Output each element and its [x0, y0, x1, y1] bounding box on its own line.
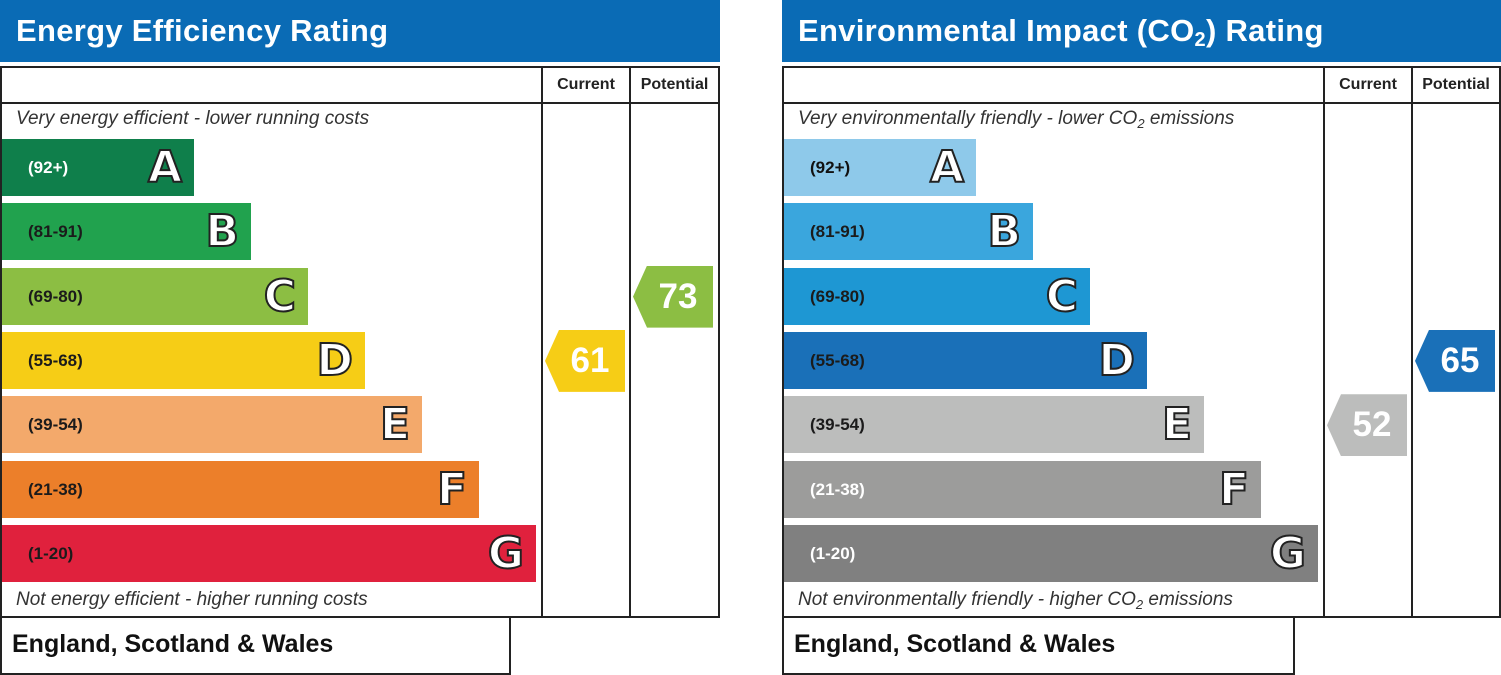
- bottom-caption-main: Not environmentally friendly - higher CO: [798, 589, 1136, 610]
- title-main: Environmental Impact (CO: [798, 13, 1195, 48]
- top-caption: Very environmentally friendly - lower CO…: [798, 108, 1234, 130]
- band-letter: C: [1045, 270, 1079, 323]
- column-divider: [541, 68, 543, 616]
- current-column-header: Current: [1339, 76, 1397, 93]
- band-letter: A: [147, 141, 183, 194]
- top-caption-main: Very environmentally friendly - lower CO: [798, 108, 1138, 129]
- band-range-label: (69-80): [810, 286, 865, 306]
- band-b: (81-91) B: [2, 203, 251, 261]
- column-divider: [629, 68, 631, 616]
- potential-rating-arrow: 73: [633, 265, 713, 328]
- bottom-caption: Not environmentally friendly - higher CO…: [798, 589, 1233, 611]
- band-letter: D: [1097, 334, 1136, 387]
- potential-column-header: Potential: [1422, 76, 1490, 93]
- title-tail: ) Rating: [1205, 13, 1324, 48]
- band-f: (21-38) F: [784, 460, 1261, 518]
- band-c: (69-80) C: [784, 267, 1090, 325]
- band-b: (81-91) B: [784, 203, 1033, 261]
- band-range-label: (69-80): [28, 286, 83, 306]
- band-letter: F: [436, 463, 468, 516]
- header-divider: [784, 102, 1499, 104]
- environmental-impact-panel: Environmental Impact (CO2) Rating Curren…: [782, 0, 1501, 675]
- energy-efficiency-panel: Energy Efficiency Rating Current Potenti…: [0, 0, 720, 675]
- band-range-label: (1-20): [28, 543, 74, 563]
- band-range-label: (92+): [810, 158, 851, 177]
- band-d: (55-68) D: [784, 331, 1147, 389]
- band-g: (1-20) G: [784, 524, 1318, 582]
- band-range-label: (21-38): [28, 479, 83, 499]
- title-subscript: 2: [1194, 29, 1206, 51]
- band-g: (1-20) G: [2, 524, 536, 582]
- band-range-label: (39-54): [810, 415, 865, 435]
- band-letter: A: [929, 141, 965, 194]
- band-letter: G: [487, 527, 525, 580]
- top-caption-tail: emissions: [1144, 108, 1235, 129]
- band-range-label: (55-68): [28, 350, 83, 370]
- band-letter: D: [315, 334, 354, 387]
- band-range-label: (81-91): [28, 222, 83, 242]
- band-range-label: (55-68): [810, 350, 865, 370]
- column-divider: [1323, 68, 1325, 616]
- top-caption: Very energy efficient - lower running co…: [16, 108, 370, 129]
- band-e: (39-54) E: [784, 396, 1204, 454]
- band-letter: B: [204, 205, 240, 258]
- energy-efficiency-grid: Current Potential Very energy efficient …: [0, 66, 720, 618]
- current-rating-arrow: 61: [545, 329, 625, 392]
- current-rating-arrow: 52: [1327, 394, 1407, 457]
- column-divider: [1411, 68, 1413, 616]
- current-column-header: Current: [557, 76, 615, 93]
- region-footer: England, Scotland & Wales: [782, 618, 1295, 675]
- band-range-label: (1-20): [810, 543, 856, 563]
- band-f: (21-38) F: [2, 460, 479, 518]
- band-letter: E: [379, 398, 411, 451]
- bottom-caption-subscript: 2: [1135, 597, 1144, 612]
- band-letter: G: [1269, 527, 1307, 580]
- bottom-caption: Not energy efficient - higher running co…: [16, 589, 368, 610]
- band-letter: B: [986, 205, 1022, 258]
- band-c: (69-80) C: [2, 267, 308, 325]
- region-footer: England, Scotland & Wales: [0, 618, 511, 675]
- band-e: (39-54) E: [2, 396, 422, 454]
- band-d: (55-68) D: [2, 331, 365, 389]
- band-letter: C: [263, 270, 297, 323]
- band-range-label: (92+): [28, 158, 69, 177]
- band-range-label: (39-54): [28, 415, 83, 435]
- potential-column-header: Potential: [640, 76, 709, 93]
- top-caption-subscript: 2: [1137, 116, 1145, 131]
- band-a: (92+) A: [784, 139, 976, 196]
- header-divider: [2, 102, 718, 104]
- band-range-label: (81-91): [810, 222, 865, 242]
- environmental-impact-title: Environmental Impact (CO2) Rating: [782, 0, 1501, 62]
- band-a: (92+) A: [2, 139, 194, 196]
- potential-rating-arrow: 65: [1415, 329, 1495, 392]
- energy-efficiency-title: Energy Efficiency Rating: [0, 0, 720, 62]
- environmental-impact-grid: Current Potential Very environmentally f…: [782, 66, 1501, 618]
- band-letter: F: [1218, 463, 1250, 516]
- band-letter: E: [1161, 398, 1193, 451]
- bottom-caption-tail: emissions: [1143, 589, 1233, 610]
- band-range-label: (21-38): [810, 479, 865, 499]
